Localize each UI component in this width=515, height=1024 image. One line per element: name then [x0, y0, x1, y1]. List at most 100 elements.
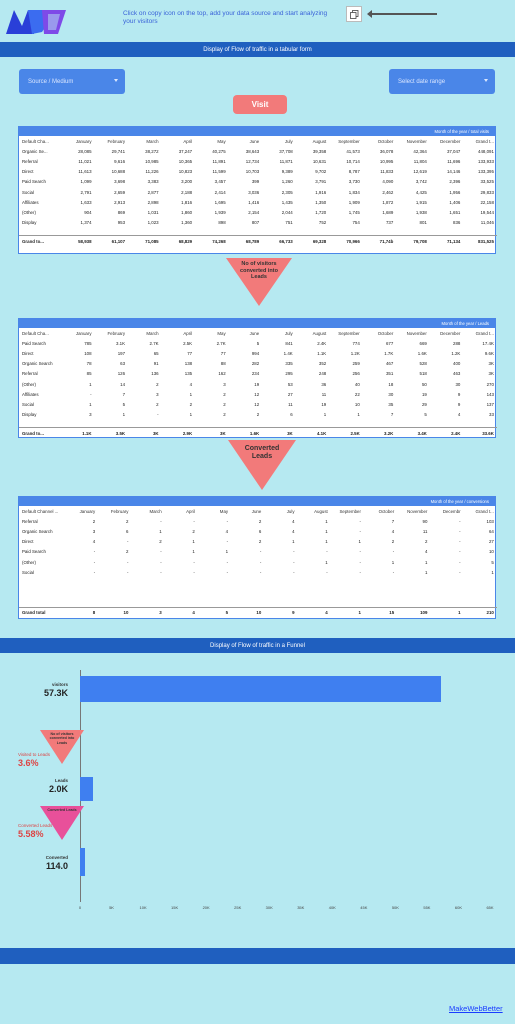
table-cell: - [160, 559, 162, 565]
table-cell: 1,695 [214, 199, 226, 205]
table-cell: April [186, 508, 195, 514]
table-cell: 109 [397, 606, 431, 618]
table-header-row: Default Channel ... January February March A… [19, 506, 497, 516]
table-cell: 3 [92, 528, 96, 534]
table-cell: - [226, 518, 229, 524]
table-cell: - [226, 539, 229, 545]
table-cell: 8 [65, 606, 99, 618]
table-header-row: Default Cha... January February March April M… [19, 328, 497, 338]
table-cell: 33,525 [480, 179, 494, 185]
table-cell: 1,360 [181, 220, 193, 226]
table-cell: 1 [323, 412, 327, 418]
x-tick-label: 0 [78, 905, 82, 910]
table-cell: - [259, 549, 262, 555]
table-cell: 10,365 [178, 158, 193, 164]
table-cell: 2,188 [181, 189, 193, 195]
table-cell: - [459, 518, 461, 524]
table-cell: 137 [486, 401, 494, 407]
table-cell: 3,457 [214, 179, 226, 185]
table-cell: 1.2K [451, 350, 461, 356]
source-medium-dropdown[interactable]: Source / Medium [19, 69, 125, 94]
table-cell: 2 [223, 401, 226, 407]
table-cell: 12,734 [245, 158, 260, 164]
table-cell: 69,328 [295, 235, 330, 246]
table-cell: January [75, 330, 92, 336]
table-cell: 774 [352, 340, 360, 346]
funnel-rate-triangle-text: No of visitors converted into Leads [49, 732, 75, 745]
copy-button[interactable] [346, 6, 362, 22]
table-cell: 2 [258, 518, 262, 524]
table-cell: 197 [117, 350, 126, 356]
table-cell: 77 [187, 350, 193, 356]
table-cell: 1,651 [449, 209, 461, 215]
table-cell: 68,789 [228, 235, 263, 246]
table-cell: 2.4K [317, 340, 327, 346]
table-cell: 12 [254, 391, 260, 397]
table-cell: 88 [220, 361, 226, 367]
table-cell: (Other) [22, 381, 36, 387]
table-cell: 11,613 [78, 169, 92, 175]
table-cell: 8,787 [348, 169, 360, 175]
table-cell: 3K [488, 371, 494, 377]
table-cell: 5 [197, 606, 232, 618]
table-cell: Grand to... [19, 235, 61, 246]
copy-icon [349, 9, 358, 19]
table-cell: 2,396 [449, 179, 461, 185]
table-cell: 2,659 [114, 189, 126, 195]
table-cell: 29 [421, 401, 427, 407]
table-cell: - [126, 559, 129, 565]
table-cell: October [377, 330, 394, 336]
table-cell: 3 [131, 606, 165, 618]
table-cell: June [251, 508, 262, 514]
converted-triangle: Converted Leads [228, 440, 296, 490]
table-cell: 9,389 [281, 169, 293, 175]
table-cell: 3,791 [315, 179, 327, 185]
table-cell: 9 [264, 606, 298, 618]
table-cell: 2 [192, 528, 195, 534]
table-cell: 162 [218, 371, 226, 377]
table-row: Affiliates 1,633 2,913 2,898 1,816 1,695 1,416… [19, 197, 497, 207]
table-cell: 248 [318, 371, 327, 377]
table-header-row: Default Cha... January February March April M… [19, 136, 497, 146]
table-cell: 904 [84, 209, 92, 215]
table-cell: 2 [156, 401, 159, 407]
funnel-rate-value: 5.58% [18, 829, 44, 839]
table-cell: August [312, 330, 327, 336]
table-cell: March [146, 138, 159, 144]
table-cell: September [338, 138, 360, 144]
table-cell: 61,107 [94, 235, 129, 246]
table-cell: 1,350 [315, 199, 327, 205]
table-cell: 10,823 [178, 169, 193, 175]
table-cell: October [377, 138, 394, 144]
table-cell: 4 [457, 412, 461, 418]
table-cell: 1 [89, 381, 92, 387]
table-cell: 70,966 [329, 235, 363, 246]
x-tick-label: 40K [328, 905, 336, 910]
table-cell: 1 [292, 539, 295, 545]
table-cell: 2,305 [281, 189, 293, 195]
date-range-label: Select date range [398, 78, 446, 85]
table-cell: 234 [251, 371, 260, 377]
table-cell: August [312, 138, 327, 144]
table-cell: 6 [125, 528, 129, 534]
table-cell: May [217, 138, 226, 144]
table-cell: Affiliates [22, 391, 39, 397]
visit-button[interactable]: Visit [233, 95, 287, 114]
table-cell: 2,154 [248, 209, 260, 215]
table-cell: 2,414 [214, 189, 226, 195]
conversions-table: Month of the year / conversions Default … [18, 496, 497, 619]
date-range-dropdown[interactable]: Select date range [389, 69, 495, 94]
table-cell: March [146, 330, 159, 336]
funnel-bar-converted [80, 848, 85, 876]
table-cell: 836 [453, 220, 461, 226]
table-cell: 38,272 [145, 148, 159, 154]
table-cell: December [440, 330, 461, 336]
table-cell: 12,619 [413, 169, 427, 175]
table-cell: 1 [358, 539, 361, 545]
table-cell: 1,745 [348, 209, 360, 215]
makewebbetter-link[interactable]: MakeWebBetter [449, 1004, 503, 1013]
table-cell: 14,146 [446, 169, 461, 175]
table-cell: 270 [486, 381, 494, 387]
table-cell: Organic Search [22, 528, 53, 534]
table-cell: - [326, 569, 328, 575]
